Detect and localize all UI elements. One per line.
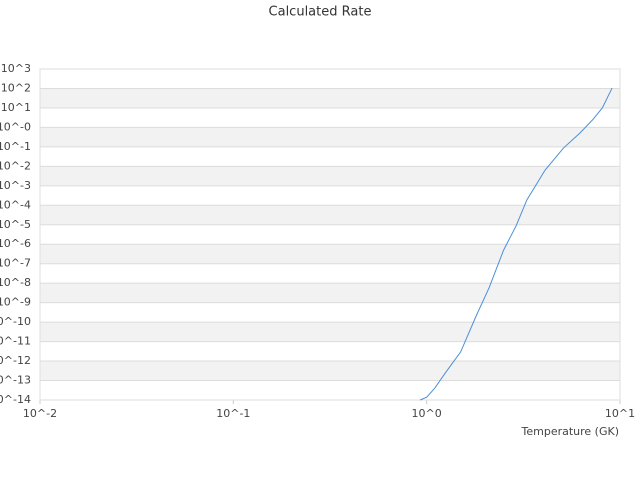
grid-band bbox=[40, 283, 620, 303]
x-tick-label: 10^-2 bbox=[23, 407, 57, 420]
plot-frame bbox=[39, 68, 621, 401]
chart-title: Calculated Rate bbox=[269, 5, 372, 20]
grid-band bbox=[40, 88, 620, 108]
grid-band bbox=[40, 205, 620, 225]
grid-band bbox=[40, 166, 620, 186]
x-axis-label: Temperature (GK) bbox=[521, 425, 620, 438]
x-tick-label: 10^-1 bbox=[216, 407, 250, 420]
y-tick-label: 10^-4 bbox=[0, 198, 31, 211]
y-tick-label: 10^-3 bbox=[0, 179, 31, 192]
y-tick-label: 10^-6 bbox=[0, 237, 31, 250]
y-tick-label: 10^1 bbox=[1, 101, 31, 114]
y-tick-label: 10^-11 bbox=[0, 335, 31, 348]
grid-band bbox=[40, 361, 620, 381]
y-tick-label: 10^-0 bbox=[0, 120, 31, 133]
grid-bands bbox=[40, 88, 620, 381]
data-line bbox=[419, 87, 613, 401]
y-tick-label: 10^-8 bbox=[0, 276, 31, 289]
y-tick-label: 10^-9 bbox=[0, 296, 31, 309]
y-tick-label: 10^-13 bbox=[0, 374, 31, 387]
y-tick-label: 10^-5 bbox=[0, 218, 31, 231]
grid-band bbox=[40, 127, 620, 147]
y-tick-label: 10^-2 bbox=[0, 159, 31, 172]
y-tick-label: 10^-1 bbox=[0, 140, 31, 153]
y-tick-label: 10^-10 bbox=[0, 315, 31, 328]
grid-band bbox=[40, 322, 620, 342]
grid-band bbox=[40, 244, 620, 264]
y-tick-label: 10^-7 bbox=[0, 257, 31, 270]
y-tick-label: 10^-14 bbox=[0, 393, 31, 406]
y-tick-label: 10^3 bbox=[1, 62, 31, 75]
y-tick-label: 10^-12 bbox=[0, 354, 31, 367]
x-tick-label: 10^1 bbox=[605, 407, 635, 420]
y-tick-label: 10^2 bbox=[1, 81, 31, 94]
x-tick-label: 10^0 bbox=[412, 407, 442, 420]
